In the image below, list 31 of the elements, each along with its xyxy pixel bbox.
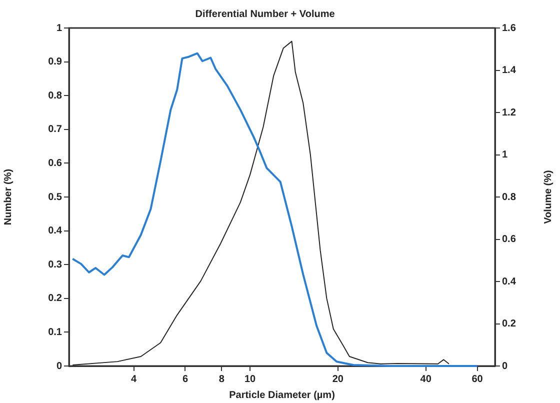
x-tick-label: 20 <box>332 374 344 385</box>
y-tick-label: 0.9 <box>48 56 62 68</box>
y-tick-label: 0.5 <box>48 192 62 203</box>
y2-axis-title: Volume (%) <box>542 170 554 224</box>
y-tick-label: 1 <box>56 22 62 34</box>
x-tick-label: 60 <box>472 374 484 385</box>
y2-tick-label: 0.6 <box>502 234 516 245</box>
y-tick-label: 0 <box>56 360 62 372</box>
y2-tick-label: 0.4 <box>502 276 516 288</box>
y-tick-label: 0.1 <box>48 326 62 338</box>
y-tick-label: 0.6 <box>48 158 62 169</box>
y-tick-label: 0.8 <box>48 90 62 102</box>
x-axis-title: Particle Diameter (µm) <box>229 390 335 401</box>
y2-tick-label: 0.8 <box>502 192 516 203</box>
y2-tick-label: 0.2 <box>502 318 516 330</box>
y2-tick-label: 1 <box>502 150 508 160</box>
y2-tick-label: 1.4 <box>502 65 516 76</box>
y2-tick-label: 0 <box>502 360 508 372</box>
y-axis-title: Number (%) <box>2 168 14 226</box>
y-tick-label: 0.2 <box>48 293 62 304</box>
x-tick-label: 40 <box>420 374 432 385</box>
y-tick-label: 0.4 <box>48 226 62 237</box>
y2-tick-label: 1.6 <box>502 22 516 34</box>
y2-tick-label: 1.2 <box>502 107 516 118</box>
x-tick-label: 4 <box>131 374 138 385</box>
x-tick-label: 6 <box>182 374 188 385</box>
x-tick-label: 10 <box>244 374 256 385</box>
x-tick-label: 8 <box>218 374 225 385</box>
y-tick-label: 0.7 <box>48 124 62 136</box>
chart-title: Differential Number + Volume <box>195 8 336 20</box>
y-tick-label: 0.3 <box>48 259 62 270</box>
